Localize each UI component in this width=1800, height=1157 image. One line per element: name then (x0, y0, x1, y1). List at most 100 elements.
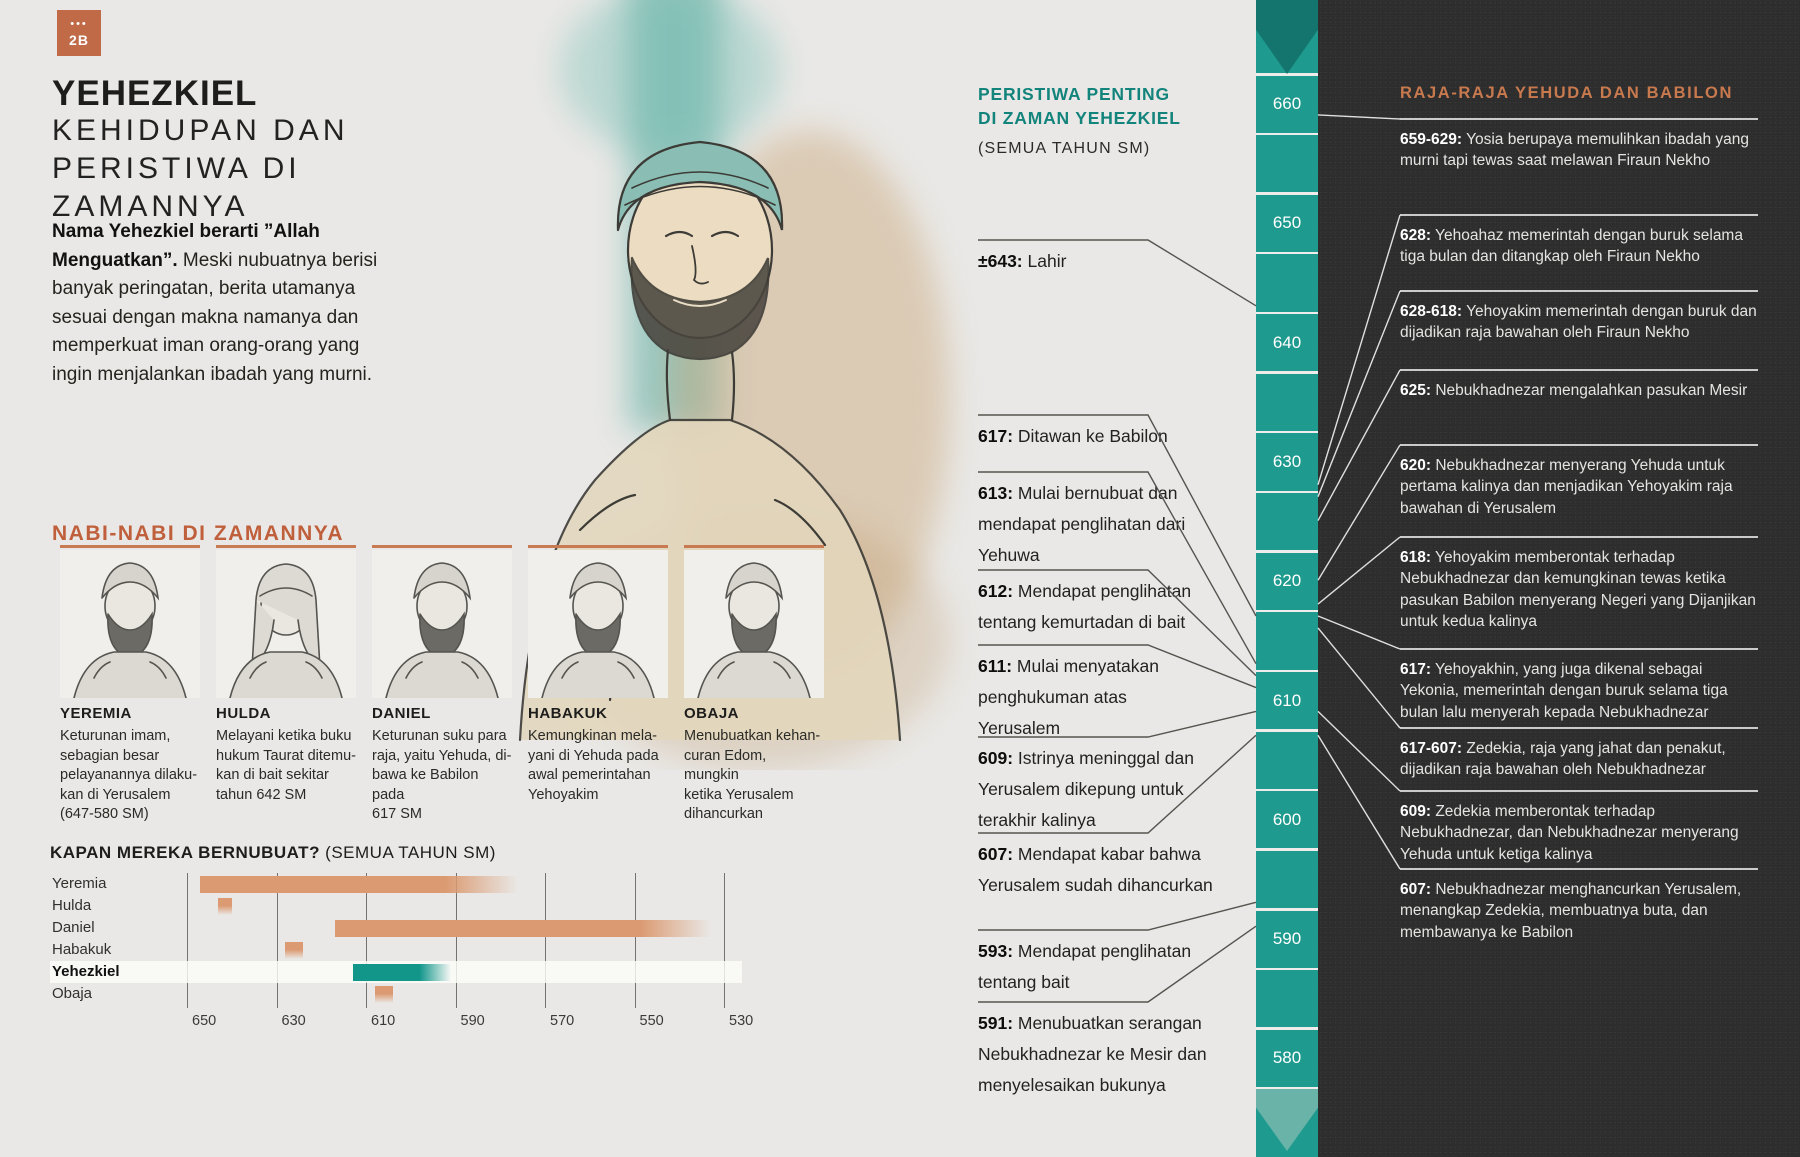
timeline-year-label: 650 (1272, 213, 1302, 233)
king-item-617: 617: Yehoyakhin, yang juga dikenal sebag… (1400, 648, 1758, 723)
prophet-portrait (528, 550, 668, 698)
king-item-rule (1400, 369, 1758, 371)
chart-row-label: Daniel (52, 919, 95, 936)
timeline-arrow-bottom-icon (1256, 1089, 1318, 1151)
prophet-desc: Menubuatkan kehan- curan Edom, mungkin k… (684, 728, 821, 822)
chart-row-label: Hulda (52, 897, 92, 914)
timeline-year-label: 590 (1272, 929, 1302, 949)
intro-paragraph: Nama Yehezkiel berarti ”Allah Menguatkan… (52, 218, 382, 389)
card-accent-rule (372, 545, 512, 548)
timeline-arrow-top-icon (1256, 0, 1318, 74)
chart-bar-yeremia (200, 875, 519, 893)
event-item-613: 613: Mulai bernubuat dan mendapat pengli… (978, 483, 1186, 565)
badge-dots: ••• (70, 18, 88, 30)
badge-label: 2B (69, 32, 89, 48)
king-item-rule (1400, 727, 1758, 729)
timeline-year-label: 640 (1272, 332, 1302, 352)
timeline-separator (1256, 192, 1318, 195)
card-accent-rule (684, 545, 824, 548)
card-accent-rule (60, 545, 200, 548)
event-item-643: ±643: Lahir (978, 251, 1067, 271)
prophecy-chart: KAPAN MEREKA BERNUBUAT? (SEMUA TAHUN SM)… (50, 843, 760, 1048)
timeline-separator (1256, 430, 1318, 434)
prophets-heading: NABI-NABI DI ZAMANNYA (52, 522, 345, 545)
timeline-separator (1256, 669, 1318, 672)
events-heading: PERISTIWA PENTING DI ZAMAN YEHEZKIEL (978, 84, 1181, 128)
timeline-year-label: 580 (1272, 1048, 1302, 1068)
timeline-separator (1256, 848, 1318, 851)
intro-rest: Meski nubuatnya berisi banyak peringatan… (52, 249, 378, 385)
timeline-separator (1256, 73, 1318, 76)
timeline-year-label: 610 (1272, 690, 1302, 710)
chart-axis-label: 590 (460, 1013, 485, 1029)
chart-title: KAPAN MEREKA BERNUBUAT? (SEMUA TAHUN SM) (50, 843, 760, 863)
chart-bar-daniel (334, 919, 711, 937)
king-item-628-618: 628-618: Yehoyakim memerintah dengan bur… (1400, 290, 1758, 344)
king-item-620: 620: Nebukhadnezar menyerang Yehuda untu… (1400, 444, 1758, 519)
chart-gridline (276, 873, 278, 1008)
prophet-desc: Melayani ketika buku hukum Taurat ditemu… (216, 728, 356, 803)
chart-gridline (366, 873, 367, 1008)
king-item-659-629: 659-629: Yosia berupaya memulihkan ibada… (1400, 118, 1758, 172)
timeline-year-label: 630 (1272, 451, 1302, 471)
king-item-618: 618: Yehoyakim memberontak terhadap Nebu… (1400, 536, 1758, 633)
timeline-year-label: 660 (1272, 94, 1302, 113)
intro-bold: Nama Yehezkiel berarti ”Allah Menguatkan… (52, 221, 320, 271)
event-item-617: 617: Ditawan ke Babilon (978, 426, 1168, 446)
chart-row-label: Yehezkiel (52, 963, 120, 980)
card-accent-rule (216, 545, 356, 548)
timeline-separator (1256, 1027, 1318, 1030)
chart-row-label: Habakuk (52, 941, 112, 958)
chart-bar-hulda (218, 897, 232, 915)
prophet-name: HULDA (216, 705, 271, 722)
timeline-separator (1256, 550, 1318, 553)
chart-gridline (455, 873, 457, 1008)
chart-gridline (187, 873, 188, 1008)
chart-row-label: Obaja (52, 985, 93, 1002)
chart-axis-label: 570 (550, 1013, 575, 1029)
prophet-card-yeremia: YEREMIA Keturunan imam, sebagian besar p… (60, 545, 200, 825)
king-item-rule (1400, 790, 1758, 792)
timeline-separator (1256, 1087, 1318, 1090)
timeline-separator (1256, 132, 1318, 136)
chart-axis-label: 550 (639, 1013, 664, 1029)
chart-title-rest: (SEMUA TAHUN SM) (319, 843, 496, 862)
chart-gridline (545, 873, 546, 1008)
page-subtitle: KEHIDUPAN DAN PERISTIWA DI ZAMANNYA (52, 114, 349, 223)
king-item-rule (1400, 290, 1758, 292)
event-item-593: 593: Mendapat penglihatan tentang bait (978, 941, 1192, 992)
prophet-card-hulda: HULDA Melayani ketika buku hukum Taurat … (216, 545, 356, 805)
prophet-portrait (60, 550, 200, 698)
timeline-separator (1256, 251, 1318, 255)
event-item-609: 609: Istrinya meninggal dan Yerusalem di… (978, 748, 1194, 830)
event-item-611: 611: Mulai menyatakan penghukuman atas Y… (978, 656, 1159, 738)
chart-gridline (724, 873, 725, 1008)
prophet-card-obaja: OBAJA Menubuatkan kehan- curan Edom, mun… (684, 545, 824, 825)
timeline-separator (1256, 371, 1318, 374)
card-accent-rule (528, 545, 668, 548)
king-item-rule (1400, 118, 1758, 120)
page-title: YEHEZKIEL (52, 74, 258, 113)
prophet-desc: Kemungkinan mela- yani di Yehuda pada aw… (528, 728, 659, 803)
chart-bar-obaja (374, 985, 393, 1003)
timeline-separator (1256, 967, 1318, 971)
prophet-card-daniel: DANIEL Keturunan suku para raja, yaitu Y… (372, 545, 512, 825)
timeline-separator (1256, 609, 1318, 613)
timeline-separator (1256, 788, 1318, 792)
prophet-desc: Keturunan suku para raja, yaitu Yehuda, … (372, 728, 512, 822)
chart-axis-label: 630 (281, 1013, 306, 1029)
king-item-rule (1400, 868, 1758, 870)
chart-bar-yehezkiel (352, 963, 451, 981)
king-item-rule (1400, 444, 1758, 446)
prophet-name: HABAKUK (528, 705, 608, 722)
king-item-625: 625: Nebukhadnezar mengalahkan pasukan M… (1400, 369, 1758, 401)
king-item-609: 609: Zedekia memberontak terhadap Nebukh… (1400, 790, 1758, 865)
timeline: 660 650 640 630 620 610 600 590 580 (1256, 0, 1318, 1157)
kings-panel: RAJA-RAJA YEHUDA DAN BABILON 659-629: Yo… (1318, 0, 1800, 1157)
prophet-desc: Keturunan imam, sebagian besar pelayanan… (60, 728, 198, 822)
timeline-separator (1256, 729, 1318, 732)
chart-gridline (634, 873, 636, 1008)
timeline-year-label: 620 (1272, 571, 1302, 591)
prophet-portrait (684, 550, 824, 698)
